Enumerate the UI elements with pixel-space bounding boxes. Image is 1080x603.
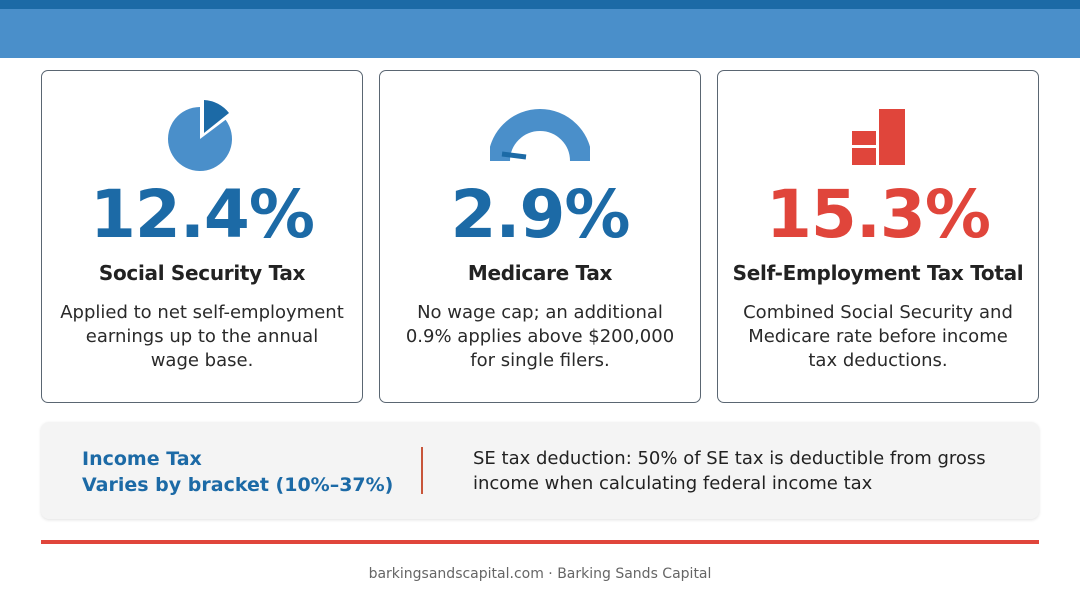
social-security-rate: 12.4% bbox=[90, 176, 315, 253]
income-tax-label: Income Tax bbox=[82, 448, 202, 470]
income-tax-range: Varies by bracket (10%–37%) bbox=[82, 474, 394, 496]
social-security-description: Applied to net self-employment earnings … bbox=[60, 302, 344, 371]
footer-credit: barkingsandscapital.com · Barking Sands … bbox=[368, 566, 712, 582]
medicare-title: Medicare Tax bbox=[467, 261, 613, 285]
se-deduction-line-1: SE tax deduction: 50% of SE tax is deduc… bbox=[473, 448, 986, 469]
se-deduction-line-2: income when calculating federal income t… bbox=[473, 473, 873, 494]
panel-divider bbox=[421, 447, 423, 494]
self-employment-description: Combined Social Security and Medicare ra… bbox=[743, 302, 1013, 371]
self-employment-rate: 15.3% bbox=[766, 176, 991, 253]
header-strip bbox=[0, 0, 1080, 9]
self-employment-card: 15.3% Self-Employment Tax Total Combined… bbox=[717, 70, 1039, 403]
income-tax-summary: Income Tax Varies by bracket (10%–37%) bbox=[82, 446, 393, 498]
header-band bbox=[0, 0, 1080, 58]
footer-rule bbox=[41, 540, 1039, 544]
bar-chart-icon bbox=[718, 97, 1038, 171]
medicare-description: No wage cap; an additional 0.9% applies … bbox=[405, 302, 675, 371]
gauge-icon bbox=[380, 97, 700, 171]
se-deduction-note: SE tax deduction: 50% of SE tax is deduc… bbox=[473, 446, 1018, 496]
medicare-rate: 2.9% bbox=[450, 176, 630, 253]
self-employment-title: Self-Employment Tax Total bbox=[732, 261, 1024, 285]
medicare-card: 2.9% Medicare Tax No wage cap; an additi… bbox=[379, 70, 701, 403]
social-security-title: Social Security Tax bbox=[98, 261, 306, 285]
social-security-card: 12.4% Social Security Tax Applied to net… bbox=[41, 70, 363, 403]
income-tax-panel: Income Tax Varies by bracket (10%–37%) S… bbox=[41, 422, 1039, 519]
pie-chart-icon bbox=[42, 97, 362, 171]
